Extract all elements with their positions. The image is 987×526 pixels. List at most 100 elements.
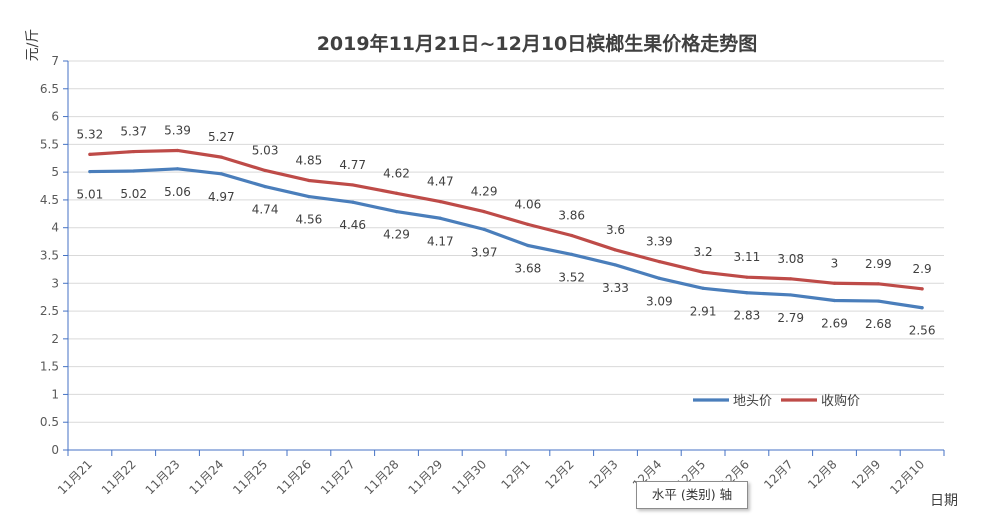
data-label: 3	[831, 256, 839, 270]
data-point	[920, 287, 924, 291]
data-point	[745, 275, 749, 279]
x-tick-label: 11月24	[186, 457, 226, 497]
data-point	[263, 168, 267, 173]
x-tick-label: 11月21	[55, 457, 95, 497]
data-label: 3.11	[734, 250, 761, 264]
data-point	[219, 172, 223, 176]
data-labels: 5.01 5.02 5.06 4.97 4.74 4.56 4.46 4.29 4.17 3.97…	[77, 123, 936, 337]
data-point	[175, 167, 180, 171]
data-point	[175, 148, 180, 153]
data-label: 4.97	[208, 190, 235, 204]
data-point	[132, 169, 136, 173]
x-tick-label: 12月10	[887, 457, 927, 497]
data-point	[570, 233, 574, 238]
y-tick-label: 2	[51, 332, 59, 346]
data-label: 5.37	[120, 125, 147, 139]
data-label: 2.91	[690, 304, 717, 318]
x-tick-label: 11月28	[362, 457, 402, 497]
data-label: 3.68	[515, 261, 542, 275]
x-tick-label: 11月27	[318, 457, 358, 497]
data-label: 3.6	[606, 223, 625, 237]
data-point	[832, 298, 837, 303]
data-label: 2.68	[865, 317, 892, 331]
data-label: 5.06	[164, 185, 191, 199]
y-axis-label: 元/斤	[25, 29, 41, 62]
data-point	[482, 227, 486, 231]
y-tick-label: 4.5	[40, 193, 59, 207]
data-point	[657, 260, 661, 264]
data-point	[438, 216, 442, 220]
y-tick-label: 2.5	[40, 304, 59, 318]
x-tick-label: 11月29	[405, 457, 445, 497]
data-point	[219, 155, 223, 159]
x-tick-label: 11月25	[230, 457, 270, 497]
data-point	[132, 149, 136, 154]
data-label: 4.74	[252, 203, 279, 217]
data-label: 3.08	[777, 252, 804, 266]
data-label: 2.99	[865, 257, 892, 271]
data-point	[263, 184, 267, 189]
x-tick-label: 11月23	[143, 457, 183, 497]
data-label: 3.97	[471, 245, 498, 259]
y-tick-label: 0.5	[40, 415, 59, 429]
data-point	[920, 306, 924, 310]
data-label: 4.29	[383, 228, 410, 242]
data-point	[394, 191, 399, 195]
y-tick-label: 7	[51, 54, 59, 68]
y-tick-label: 6	[51, 110, 59, 124]
y-tick-label: 6.5	[40, 82, 59, 96]
data-point	[832, 281, 837, 285]
data-point	[438, 199, 442, 204]
data-label: 3.33	[602, 281, 629, 295]
data-label: 2.69	[821, 317, 848, 331]
data-point	[394, 209, 399, 214]
data-point	[526, 222, 530, 226]
data-label: 3.09	[646, 294, 673, 308]
data-label: 2.83	[734, 309, 761, 323]
data-label: 5.02	[120, 187, 147, 201]
data-point	[351, 200, 355, 204]
x-tick-label: 12月1	[498, 457, 533, 492]
data-label: 5.03	[252, 143, 279, 157]
data-point	[701, 270, 705, 274]
data-label: 4.85	[296, 153, 323, 167]
data-label: 2.9	[913, 262, 932, 276]
data-label: 3.39	[646, 235, 673, 249]
x-tick-label: 12月2	[542, 457, 577, 492]
data-point	[307, 194, 311, 199]
y-tick-label: 0	[51, 443, 59, 457]
data-point	[876, 299, 880, 303]
data-label: 3.52	[558, 270, 585, 284]
data-label: 2.56	[909, 324, 936, 338]
y-tick-label: 3.5	[40, 249, 59, 263]
data-point	[876, 282, 880, 286]
data-point	[351, 183, 355, 187]
y-tick-label: 3	[51, 276, 59, 290]
legend-label: 地头价	[733, 394, 772, 409]
data-point	[613, 263, 618, 267]
y-tick-label: 4	[51, 221, 59, 235]
x-tick-label: 12月7	[761, 457, 796, 492]
data-point	[789, 293, 793, 297]
axis-tooltip: 水平 (类别) 轴	[636, 481, 748, 509]
data-label: 2.79	[777, 311, 804, 325]
data-label: 4.06	[515, 197, 542, 211]
y-tick-label: 1	[51, 387, 59, 401]
x-tick-label: 11月26	[274, 457, 314, 497]
data-label: 5.01	[77, 188, 104, 202]
data-label: 4.17	[427, 234, 454, 248]
series-line-1	[88, 167, 924, 310]
series-line-2	[88, 148, 924, 291]
x-tick-label: 11月30	[449, 457, 489, 497]
data-point	[613, 248, 618, 252]
data-label: 5.32	[77, 127, 104, 141]
data-label: 4.62	[383, 166, 410, 180]
y-tick-label: 5	[51, 165, 59, 179]
y-tick-label: 1.5	[40, 360, 59, 374]
data-label: 4.29	[471, 185, 498, 199]
legend-label: 收购价	[821, 393, 860, 409]
x-tick-label: 12月3	[586, 457, 621, 492]
